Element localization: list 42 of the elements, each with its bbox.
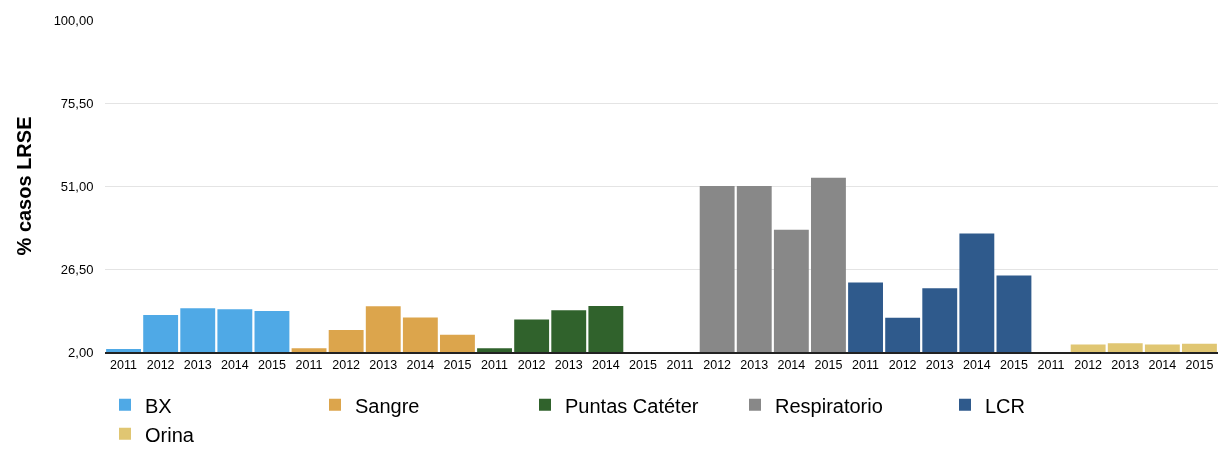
x-tick-label: 2012 — [332, 358, 361, 372]
x-tick-label: 2015 — [1000, 358, 1028, 372]
x-tick-label: 2014 — [962, 358, 991, 372]
y-tick-label: 2,00 — [68, 344, 94, 360]
x-tick-label: 2012 — [1074, 358, 1103, 372]
y-tick-label: 26,50 — [60, 261, 94, 277]
x-tick-label: 2011 — [110, 358, 138, 372]
x-tick-label: 2013 — [925, 358, 954, 372]
x-tick-label: 2014 — [591, 358, 620, 372]
x-tick-label: 2013 — [554, 358, 583, 372]
x-tick-label: 2012 — [703, 358, 732, 372]
x-tick-label: 2011 — [852, 358, 880, 372]
x-tick-label: 2015 — [1185, 358, 1214, 372]
x-tick-label: 2012 — [517, 358, 546, 372]
x-tick-label: 2014 — [406, 358, 435, 372]
y-tick-label: 100,00 — [53, 12, 94, 28]
x-tick-label: 2015 — [629, 358, 657, 372]
x-tick-label: 2014 — [1148, 358, 1177, 372]
x-tick-label: 2011 — [1037, 358, 1065, 372]
y-tick-label: 75,50 — [60, 95, 94, 111]
legend-label: Sangre — [355, 394, 420, 417]
x-tick-label: 2012 — [146, 358, 175, 372]
x-tick-label: 2015 — [443, 358, 472, 372]
legend-label: Orina — [145, 423, 195, 446]
x-tick-label: 2013 — [183, 358, 212, 372]
y-axis-title: % casos LRSE — [13, 116, 36, 256]
x-tick-label: 2014 — [220, 358, 249, 372]
x-tick-label: 2014 — [777, 358, 806, 372]
x-tick-label: 2011 — [481, 358, 509, 372]
x-tick-label: 2015 — [814, 358, 843, 372]
legend-label: BX — [145, 394, 172, 417]
x-tick-label: 2013 — [740, 358, 769, 372]
x-tick-label: 2011 — [666, 358, 694, 372]
x-tick-label: 2013 — [1111, 358, 1140, 372]
legend-label: Puntas Catéter — [565, 394, 699, 417]
x-tick-label: 2011 — [295, 358, 323, 372]
x-tick-label: 2013 — [369, 358, 398, 372]
x-tick-label: 2015 — [258, 358, 286, 372]
y-tick-label: 51,00 — [60, 178, 94, 194]
x-tick-label: 2012 — [888, 358, 917, 372]
legend-label: Respiratorio — [775, 394, 883, 417]
legend-label: LCR — [985, 394, 1026, 417]
